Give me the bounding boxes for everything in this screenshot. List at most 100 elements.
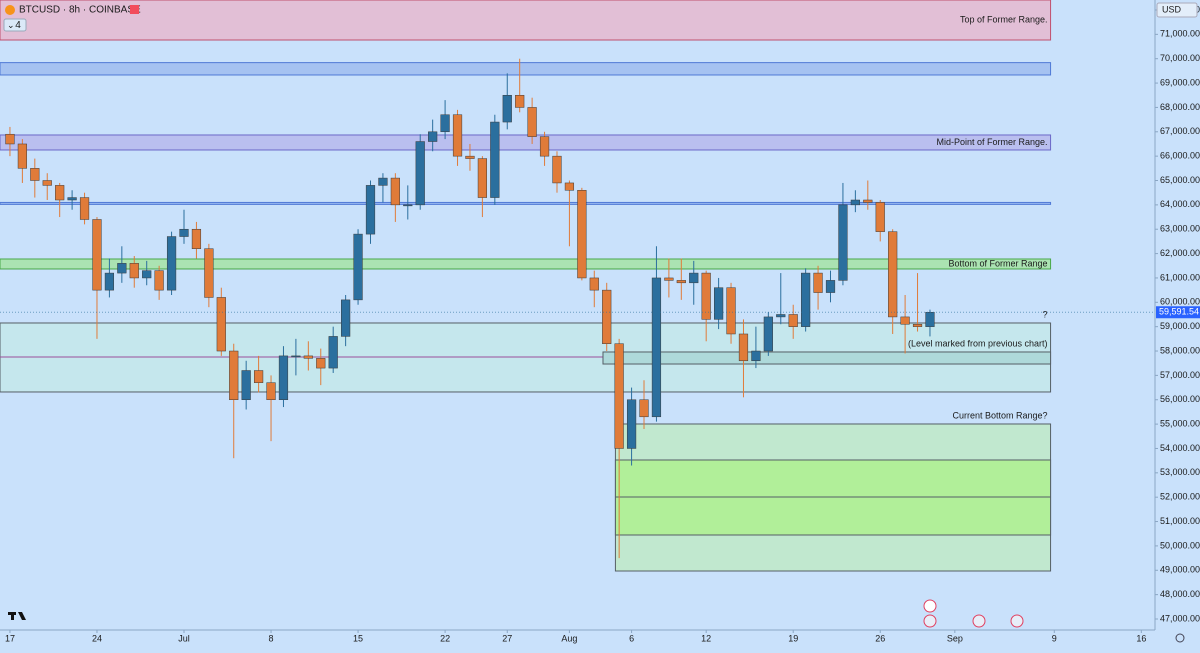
candle-body — [539, 136, 550, 157]
candle-body — [179, 228, 189, 237]
candle-body — [639, 399, 649, 418]
candle-body — [912, 323, 923, 327]
settings-icon[interactable] — [1175, 633, 1185, 643]
candle-body — [204, 248, 214, 298]
candle-body — [353, 233, 363, 301]
flag-icon[interactable] — [130, 5, 139, 14]
symbol-title[interactable]: BTCUSD · 8h · COINBASE — [19, 5, 141, 16]
candle-body — [689, 272, 699, 284]
zone-label: Top of Former Range. — [960, 14, 1048, 24]
x-tick-label: 8 — [269, 633, 274, 643]
candle-body — [216, 297, 226, 352]
indicator-toggle[interactable] — [3, 18, 27, 32]
candle-body — [515, 94, 525, 108]
y-tick-label: 67,000.00 — [1160, 126, 1200, 136]
y-tick-label: 53,000.00 — [1160, 467, 1200, 477]
candle-body — [129, 263, 139, 279]
y-tick-label: 58,000.00 — [1160, 345, 1200, 355]
candle-body — [676, 280, 686, 284]
candle-body — [229, 350, 239, 400]
y-tick-label: 60,000.00 — [1160, 297, 1200, 307]
candle-body — [825, 280, 836, 293]
candle-body — [67, 197, 77, 201]
candle-body — [577, 190, 587, 279]
candle-body — [900, 316, 910, 325]
indicator-count[interactable]: 4 — [15, 20, 21, 31]
candle-body — [241, 370, 251, 400]
candle-body — [838, 204, 848, 281]
zone — [0, 134, 1052, 151]
y-tick-label: 55,000.00 — [1160, 418, 1200, 428]
x-tick-label: 17 — [5, 633, 15, 643]
y-tick-label: 56,000.00 — [1160, 394, 1200, 404]
candle-body — [266, 382, 276, 400]
candle-body — [191, 228, 202, 249]
x-tick-label: Jul — [178, 633, 190, 643]
event-icon[interactable] — [1010, 614, 1024, 628]
candle-body — [278, 355, 289, 400]
candle-body — [92, 219, 102, 291]
y-tick-label: 62,000.00 — [1160, 248, 1200, 258]
price-axis-background — [1155, 0, 1200, 648]
axes: 47,000.00 48,000.00 49,000.00 50,000.00 51,0… — [0, 4, 1200, 643]
candle-body — [440, 114, 450, 133]
y-tick-label: 68,000.00 — [1160, 102, 1200, 112]
y-tick-label: 51,000.00 — [1160, 516, 1200, 526]
x-tick-label: 16 — [1136, 633, 1146, 643]
x-tick-label: 12 — [701, 633, 711, 643]
y-tick-label: 64,000.00 — [1160, 199, 1200, 209]
candle-body — [664, 277, 674, 281]
zone — [0, 258, 1052, 270]
candle-body — [763, 316, 773, 352]
x-tick-label: 6 — [629, 633, 634, 643]
candle-body — [142, 270, 152, 279]
candle-body — [490, 121, 500, 198]
candle-body — [626, 399, 637, 449]
symbol-icon — [5, 5, 15, 15]
event-icon[interactable] — [972, 614, 986, 628]
x-tick-label: Sep — [947, 633, 963, 643]
candle-body — [30, 168, 40, 181]
y-tick-label: 65,000.00 — [1160, 175, 1200, 185]
zone — [602, 351, 1052, 365]
candle-body — [166, 236, 177, 291]
zone-label: ? — [1043, 309, 1048, 319]
candle-body — [390, 177, 400, 206]
x-tick-label: 27 — [502, 633, 512, 643]
x-tick-label: 22 — [440, 633, 450, 643]
candle-body — [291, 355, 301, 358]
candle-body — [253, 370, 264, 383]
y-tick-label: 48,000.00 — [1160, 589, 1200, 599]
zone — [0, 62, 1052, 76]
event-icon[interactable] — [923, 599, 937, 613]
candle-body — [328, 336, 338, 369]
x-tick-label: Aug — [561, 633, 577, 643]
candle-body — [154, 270, 164, 291]
candle-body — [863, 199, 873, 203]
x-tick-label: 9 — [1052, 633, 1057, 643]
y-tick-label: 63,000.00 — [1160, 224, 1200, 234]
candle-body — [502, 94, 512, 123]
candle-body — [403, 204, 413, 207]
y-tick-label: 50,000.00 — [1160, 540, 1200, 550]
candle-body — [316, 358, 326, 369]
chevron: ⌄ — [7, 20, 15, 30]
event-icon[interactable] — [923, 614, 937, 628]
y-tick-label: 61,000.00 — [1160, 272, 1200, 282]
candle-body — [378, 177, 388, 186]
currency-button[interactable] — [1156, 2, 1198, 18]
candle-body — [465, 155, 475, 159]
currency[interactable]: USD — [1162, 4, 1182, 14]
candle-body — [738, 333, 749, 362]
event-icons[interactable] — [923, 599, 1024, 628]
zones: Top of Former Range. Mid-Point of Former … — [0, 0, 1052, 572]
candle-body — [651, 277, 662, 418]
zone-label: Bottom of Former Range — [949, 258, 1048, 268]
header[interactable]: BTCUSD · 8h · COINBASE 4 ⌄ — [3, 5, 141, 32]
candle-body — [428, 131, 438, 142]
candle-body — [42, 180, 52, 186]
y-tick-label: 47,000.00 — [1160, 613, 1200, 623]
candle-body — [452, 114, 463, 157]
candle-body — [813, 272, 823, 293]
